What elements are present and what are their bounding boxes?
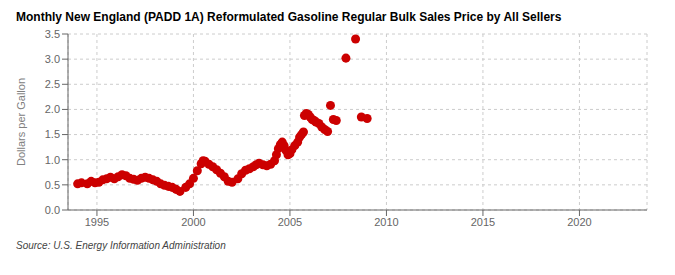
svg-text:1.5: 1.5 [45,128,60,140]
svg-text:3.5: 3.5 [45,28,60,40]
svg-text:0.5: 0.5 [45,179,60,191]
svg-text:2000: 2000 [181,216,205,228]
svg-text:2010: 2010 [374,216,398,228]
html-text:Source: U.S. Energy Informatio: Source: U.S. Energy Information Administ… [16,240,226,251]
svg-text:3.0: 3.0 [45,53,60,65]
svg-text:1.0: 1.0 [45,154,60,166]
svg-text:2020: 2020 [567,216,591,228]
svg-text:1995: 1995 [85,216,109,228]
svg-text:2.0: 2.0 [45,103,60,115]
svg-text:2005: 2005 [278,216,302,228]
svg-text:2.5: 2.5 [45,78,60,90]
svg-text:Dollars per Gallon: Dollars per Gallon [15,78,27,166]
html-text:Monthly New England (PADD 1A): Monthly New England (PADD 1A) Reformulat… [16,10,562,24]
svg-text:0.0: 0.0 [45,204,60,216]
svg-text:2015: 2015 [471,216,495,228]
